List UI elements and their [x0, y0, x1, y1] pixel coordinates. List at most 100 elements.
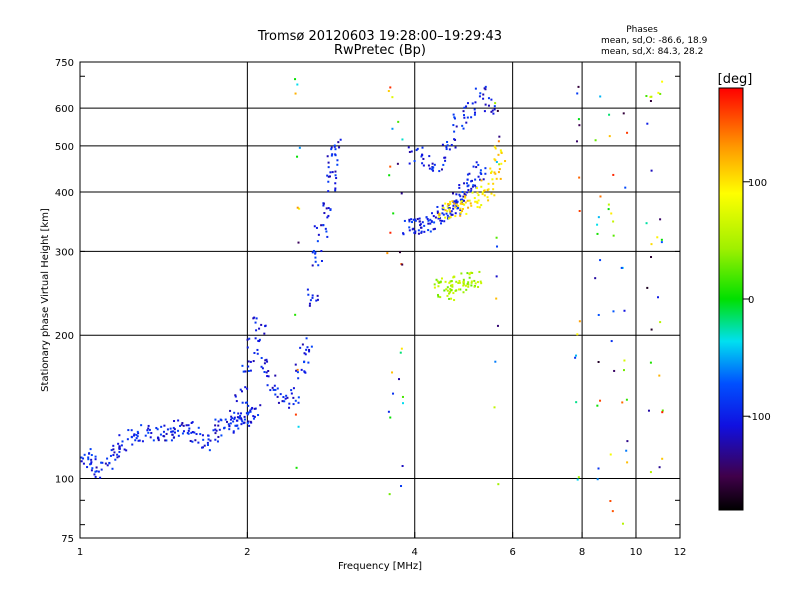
echo-point	[156, 437, 159, 440]
echo-point	[467, 189, 470, 192]
noise-point	[578, 320, 581, 323]
echo-point	[164, 439, 167, 442]
echo-point	[251, 406, 254, 409]
trace-o-mode-low-layer	[80, 404, 262, 479]
echo-point	[253, 351, 256, 354]
noise-point	[297, 241, 300, 244]
echo-point	[439, 280, 442, 283]
echo-point	[327, 161, 330, 164]
echo-point	[136, 435, 139, 438]
echo-point	[312, 249, 315, 252]
echo-point	[484, 167, 487, 170]
echo-point	[252, 415, 255, 418]
echo-point	[233, 417, 236, 420]
echo-point	[309, 299, 312, 302]
echo-point	[434, 216, 437, 219]
echo-point	[416, 147, 419, 150]
noise-point	[607, 208, 610, 211]
echo-point	[214, 428, 217, 431]
echo-point	[249, 360, 252, 363]
echo-point	[459, 288, 462, 291]
echo-point	[457, 282, 460, 285]
noise-point	[609, 453, 612, 456]
echo-point	[451, 283, 454, 286]
echo-point	[282, 396, 285, 399]
echo-point	[479, 171, 482, 174]
echo-point	[244, 401, 247, 404]
noise-point	[296, 83, 299, 86]
echo-point	[480, 282, 483, 285]
echo-point	[283, 400, 286, 403]
noise-point	[660, 238, 663, 241]
echo-point	[219, 418, 222, 421]
echo-point	[462, 127, 465, 130]
echo-point	[500, 162, 503, 165]
echo-point	[427, 219, 430, 222]
echo-point	[447, 206, 450, 209]
echo-point	[206, 441, 209, 444]
echo-point	[258, 327, 261, 330]
echo-point	[425, 216, 428, 219]
echo-point	[408, 151, 411, 154]
noise-point	[578, 124, 581, 127]
echo-point	[444, 280, 447, 283]
echo-point	[181, 422, 184, 425]
noise-point	[298, 146, 301, 149]
echo-point	[493, 145, 496, 148]
noise-point	[294, 413, 297, 416]
echo-point	[215, 429, 218, 432]
echo-point	[281, 400, 284, 403]
echo-point	[177, 429, 180, 432]
echo-point	[470, 116, 473, 119]
echo-point	[436, 293, 439, 296]
echo-point	[112, 448, 115, 451]
echo-point	[435, 278, 438, 281]
echo-point	[463, 106, 466, 109]
echo-point	[260, 365, 263, 368]
echo-point	[326, 216, 329, 219]
noise-point	[495, 161, 498, 164]
echo-point	[438, 281, 441, 284]
echo-point	[285, 394, 288, 397]
echo-point	[477, 175, 480, 178]
noise-point	[596, 223, 599, 226]
echo-point	[452, 275, 455, 278]
echo-point	[452, 200, 455, 203]
echo-point	[456, 204, 459, 207]
noise-point	[596, 232, 599, 235]
echo-point	[438, 170, 441, 173]
echo-point	[311, 296, 314, 299]
noise-point	[623, 359, 626, 362]
echo-point	[464, 195, 467, 198]
echo-point	[307, 293, 310, 296]
echo-point	[106, 464, 109, 467]
echo-point	[265, 358, 268, 361]
noise-point	[659, 218, 662, 221]
echo-point	[490, 170, 493, 173]
echo-point	[247, 370, 250, 373]
echo-point	[159, 433, 162, 436]
noise-point	[656, 236, 659, 239]
echo-point	[474, 87, 477, 90]
noise-point	[495, 275, 498, 278]
echo-point	[254, 337, 257, 340]
noise-point	[498, 163, 501, 166]
echo-point	[451, 192, 454, 195]
noise-point	[611, 510, 614, 513]
echo-point	[300, 368, 303, 371]
echo-point	[80, 460, 83, 463]
echo-point	[247, 411, 250, 414]
echo-point	[448, 297, 451, 300]
echo-point	[412, 218, 415, 221]
echo-point	[444, 202, 447, 205]
echo-point	[457, 288, 460, 291]
echo-point	[130, 436, 133, 439]
noise-point	[612, 234, 615, 237]
noise-point	[575, 401, 578, 404]
echo-point	[209, 439, 212, 442]
echo-point	[242, 422, 245, 425]
echo-point	[482, 178, 485, 181]
echo-point	[445, 288, 448, 291]
echo-point	[132, 434, 135, 437]
echo-point	[470, 280, 473, 283]
